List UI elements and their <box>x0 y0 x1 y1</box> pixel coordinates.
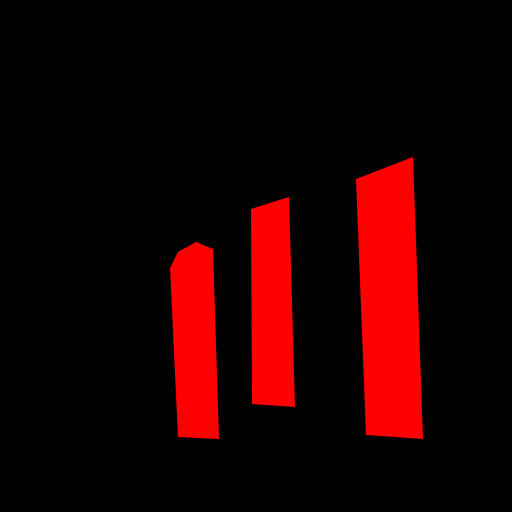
tall-bar <box>356 157 423 439</box>
medium-bar <box>251 197 295 407</box>
short-bar <box>170 242 219 439</box>
